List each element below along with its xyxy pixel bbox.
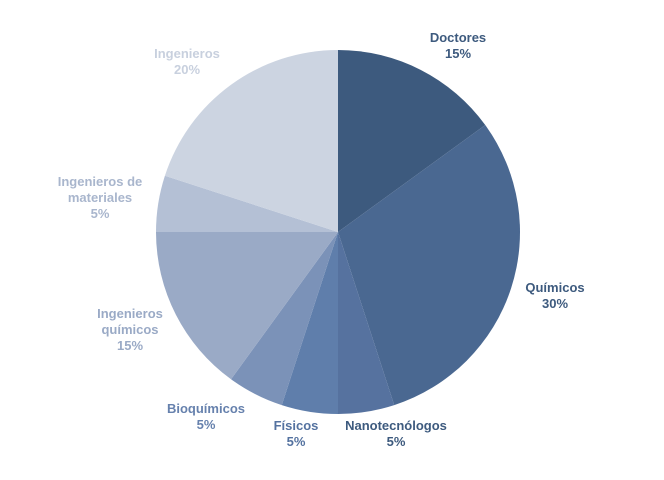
slice-label: Ingenieros 20% [137,46,237,78]
pie-slice [338,232,395,414]
value-label: 5% [196,417,216,432]
category-label: Bioquímicos [166,401,245,416]
slice-label: Bioquímicos 5% [151,401,261,433]
slice-label: Nanotecnólogos 5% [326,418,466,450]
pie-slice [338,50,486,232]
value-label: 5% [90,206,110,221]
value-label: 20% [173,62,201,77]
category-label: Físicos [273,418,319,433]
value-label: 5% [386,434,406,449]
pie-slice [156,232,338,380]
category-label: Ingenieros químicos [97,306,163,337]
pie-slice [338,125,521,406]
category-label: Ingenieros de materiales [57,174,143,205]
value-label: 5% [286,434,306,449]
category-label: Ingenieros [154,46,220,61]
pie-slice [281,232,338,414]
slice-label: Ingenieros de materiales 5% [48,174,152,222]
pie-slice [156,175,338,232]
pie-slice [231,232,338,406]
category-label: Nanotecnólogos [345,418,447,433]
slice-label: Químicos 30% [495,280,615,312]
category-label: Doctores [429,30,487,45]
category-label: Químicos [525,280,585,295]
slice-label: Físicos 5% [256,418,336,450]
slice-label: Doctores 15% [398,30,518,62]
slice-label: Ingenieros químicos 15% [84,306,176,354]
value-label: 15% [444,46,472,61]
value-label: 30% [541,296,569,311]
value-label: 15% [116,338,144,353]
pie-slice [164,49,338,232]
